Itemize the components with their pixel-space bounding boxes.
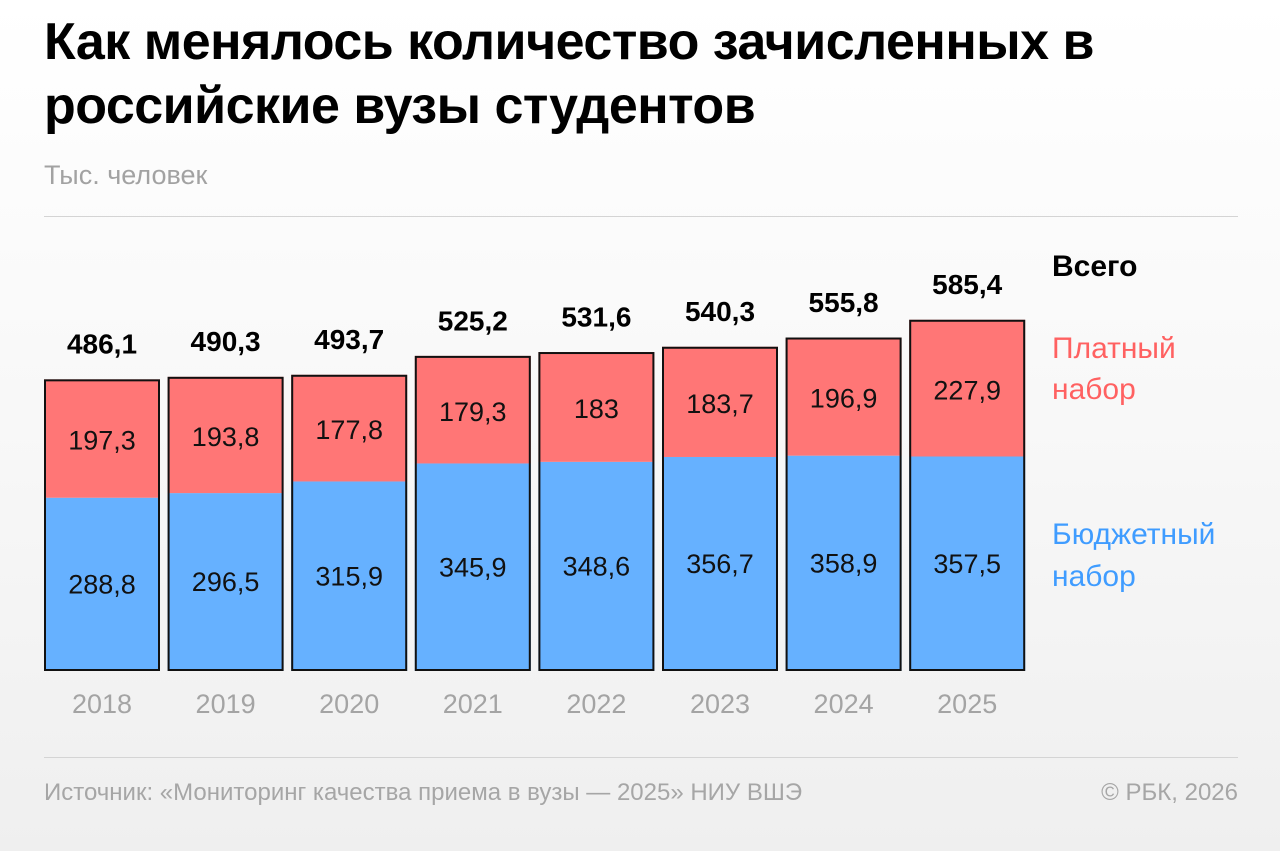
top-divider	[44, 216, 1238, 217]
bottom-divider	[44, 757, 1238, 758]
bar-budget-2022	[538, 461, 655, 671]
bar-budget-2018	[44, 497, 160, 671]
chart-title: Как менялось количество зачисленных в ро…	[44, 13, 1094, 135]
legend-total: Всего	[1052, 250, 1137, 283]
legend-paid-line1: Платный	[1052, 332, 1176, 365]
x-tick-2021: 2021	[443, 689, 503, 719]
label-budget-2023: 356,7	[686, 549, 754, 579]
label-paid-2020: 177,8	[315, 415, 383, 445]
label-total-2020: 493,7	[314, 324, 384, 355]
bar-paid-2018	[44, 379, 160, 498]
label-budget-2020: 315,9	[315, 561, 383, 591]
label-paid-2022: 183	[574, 394, 619, 424]
bar-outline-2024	[785, 337, 902, 671]
bar-budget-2020	[291, 481, 408, 671]
label-budget-2021: 345,9	[439, 552, 507, 582]
x-tick-2020: 2020	[319, 689, 379, 719]
label-total-2022: 531,6	[561, 301, 631, 332]
bar-outline-2023	[662, 346, 778, 671]
x-tick-2019: 2019	[196, 689, 256, 719]
label-paid-2023: 183,7	[686, 389, 754, 419]
label-paid-2024: 196,9	[810, 384, 878, 414]
bar-budget-2025	[909, 456, 1026, 671]
label-budget-2022: 348,6	[563, 552, 631, 582]
source-note: Источник: «Мониторинг качества приема в …	[44, 779, 803, 806]
label-total-2018: 486,1	[67, 329, 137, 360]
bar-paid-2024	[785, 337, 902, 456]
bar-outline-2019	[167, 376, 284, 671]
bar-outline-2022	[538, 352, 655, 671]
label-budget-2024: 358,9	[810, 548, 878, 578]
bar-outline-2020	[291, 374, 408, 671]
bar-paid-2023	[662, 346, 778, 457]
legend-budget-line2: набор	[1052, 560, 1136, 593]
chart-subtitle: Тыс. человек	[44, 160, 208, 190]
label-paid-2018: 197,3	[68, 426, 136, 456]
label-budget-2019: 296,5	[192, 567, 260, 597]
x-tick-2018: 2018	[72, 689, 132, 719]
bar-budget-2019	[167, 493, 284, 671]
bar-budget-2024	[785, 455, 902, 671]
bar-outline-2018	[44, 379, 160, 671]
bar-budget-2023	[662, 456, 778, 671]
legend-budget-line1: Бюджетный	[1052, 518, 1215, 551]
copyright-note: © РБК, 2026	[1101, 779, 1238, 806]
label-paid-2021: 179,3	[439, 397, 507, 427]
bar-budget-2021	[414, 463, 531, 671]
x-tick-2023: 2023	[690, 689, 750, 719]
legend-paid-line2: набор	[1052, 373, 1136, 406]
bar-paid-2025	[909, 319, 1026, 457]
x-tick-2024: 2024	[814, 689, 874, 719]
bar-paid-2019	[167, 376, 284, 494]
label-total-2025: 585,4	[932, 269, 1002, 300]
label-paid-2019: 193,8	[192, 422, 260, 452]
bar-paid-2022	[538, 352, 655, 462]
bar-paid-2021	[414, 355, 531, 464]
bar-paid-2020	[291, 374, 408, 482]
bar-outline-2025	[909, 319, 1026, 671]
label-total-2023: 540,3	[685, 296, 755, 327]
label-total-2021: 525,2	[438, 305, 508, 336]
x-tick-2025: 2025	[937, 689, 997, 719]
bar-outline-2021	[414, 355, 531, 671]
label-total-2024: 555,8	[809, 287, 879, 318]
label-budget-2025: 357,5	[933, 549, 1001, 579]
x-tick-2022: 2022	[566, 689, 626, 719]
label-total-2019: 490,3	[191, 326, 261, 357]
label-budget-2018: 288,8	[68, 569, 136, 599]
label-paid-2025: 227,9	[933, 375, 1001, 405]
